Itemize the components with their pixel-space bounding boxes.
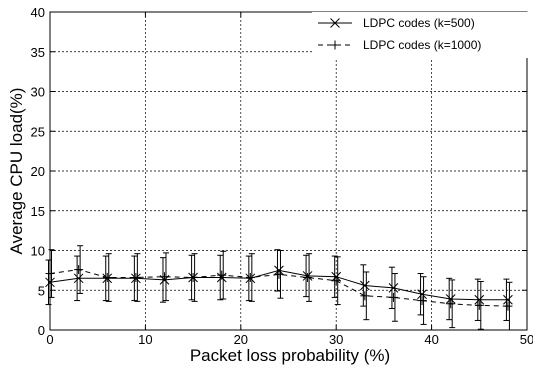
y-tick-label: 40 xyxy=(31,5,45,20)
y-tick-label: 30 xyxy=(31,85,45,100)
x-tick-label: 40 xyxy=(424,332,438,347)
legend-label-k1000: LDPC codes (k=1000) xyxy=(363,38,481,52)
legend-label-k500: LDPC codes (k=500) xyxy=(363,16,475,30)
series-0 xyxy=(45,249,513,321)
series-1 xyxy=(45,245,513,331)
y-axis-title: Average CPU load(%) xyxy=(7,88,26,255)
y-tick-label: 0 xyxy=(38,323,45,338)
data-point-marker xyxy=(388,283,399,293)
data-point-marker xyxy=(445,294,456,304)
data-point-marker xyxy=(73,273,84,284)
legend-item-k500: LDPC codes (k=500) xyxy=(318,16,475,30)
y-tick-label: 20 xyxy=(31,164,45,179)
legend-marker-x xyxy=(330,18,340,28)
y-tick-label: 35 xyxy=(31,45,45,60)
legend-box xyxy=(312,12,528,58)
legend-marker-k1000 xyxy=(330,40,340,50)
data-point-marker xyxy=(359,280,370,291)
series-area xyxy=(45,245,513,331)
x-axis-title: Packet loss probability (%) xyxy=(190,346,390,365)
x-tick-label: 50 xyxy=(520,332,533,347)
x-tick-label: 0 xyxy=(46,332,53,347)
y-tick-label: 5 xyxy=(38,283,45,298)
legend: LDPC codes (k=500) LDPC codes (k=1000) xyxy=(312,12,528,58)
legend-item-k1000: LDPC codes (k=1000) xyxy=(318,38,481,52)
x-tick-label: 20 xyxy=(234,332,248,347)
y-tick-label: 25 xyxy=(31,124,45,139)
x-tick-label: 10 xyxy=(138,332,152,347)
data-point-marker xyxy=(503,294,513,305)
x-tick-label: 30 xyxy=(329,332,343,347)
data-point-marker xyxy=(417,289,427,300)
legend-marker-k500 xyxy=(330,18,340,28)
data-point-marker xyxy=(474,294,485,305)
grid xyxy=(50,12,527,330)
y-tick-label: 15 xyxy=(31,204,45,219)
y-tick-label: 10 xyxy=(31,244,45,259)
series-line-1 xyxy=(49,269,508,307)
axis-ticks: 0 10 20 30 40 50 0 5 10 15 20 25 30 35 40 xyxy=(31,5,533,347)
